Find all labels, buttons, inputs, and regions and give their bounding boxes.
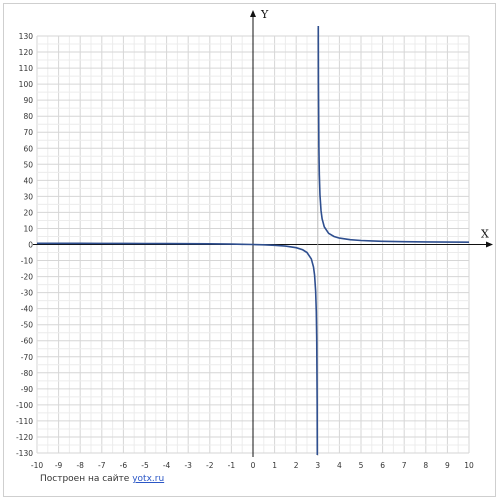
x-tick-label: -9: [55, 461, 63, 470]
x-tick-label: 4: [337, 461, 342, 470]
y-tick-label: -40: [21, 305, 33, 314]
y-tick-label: 110: [19, 64, 34, 73]
x-tick-label: 6: [380, 461, 385, 470]
x-axis-arrow: [486, 241, 493, 248]
y-tick-label: 120: [19, 48, 34, 57]
y-axis-arrow: [250, 10, 256, 17]
y-tick-label: -90: [21, 385, 33, 394]
x-tick-label: 8: [423, 461, 428, 470]
y-tick-label: 0: [28, 241, 33, 250]
y-tick-label: -30: [21, 289, 33, 298]
y-tick-label: -50: [21, 321, 33, 330]
y-tick-label: -70: [21, 353, 33, 362]
x-tick-label: 1: [272, 461, 277, 470]
y-tick-label: 20: [23, 208, 33, 217]
credit-footer: Построен на сайте yotx.ru: [40, 474, 164, 484]
x-tick-label: -3: [184, 461, 192, 470]
x-tick-label: -6: [120, 461, 128, 470]
y-tick-label: -110: [16, 417, 33, 426]
y-tick-label: 60: [23, 144, 33, 153]
credit-text: Построен на сайте: [40, 474, 130, 484]
x-axis-label: X: [481, 228, 489, 241]
x-tick-label: -7: [98, 461, 106, 470]
y-tick-label: -100: [16, 401, 33, 410]
x-tick-label: 3: [315, 461, 320, 470]
y-tick-label: 130: [19, 32, 34, 41]
curve-branch-2: [317, 26, 469, 244]
curve-branch-1: [37, 242, 319, 455]
x-tick-label: 9: [445, 461, 450, 470]
x-tick-label: -2: [206, 461, 214, 470]
x-tick-label: -10: [31, 461, 43, 470]
chart-frame: [3, 3, 496, 497]
x-tick-label: 2: [294, 461, 299, 470]
x-tick-label: 0: [251, 461, 256, 470]
y-tick-label: 90: [23, 96, 33, 105]
x-tick-label: 7: [402, 461, 407, 470]
y-tick-label: -10: [21, 257, 33, 266]
y-tick-label: 40: [23, 176, 33, 185]
y-tick-label: 30: [23, 192, 33, 201]
x-tick-label: 10: [464, 461, 474, 470]
y-tick-label: -20: [21, 273, 33, 282]
y-tick-label: 10: [23, 224, 33, 233]
y-axis-label: Y: [260, 8, 269, 21]
credit-link[interactable]: yotx.ru: [132, 474, 165, 484]
y-tick-label: 70: [23, 128, 33, 137]
y-tick-label: 50: [23, 160, 33, 169]
y-tick-label: -130: [16, 449, 33, 458]
y-tick-label: 80: [23, 112, 33, 121]
x-tick-label: 5: [359, 461, 364, 470]
x-tick-label: -4: [163, 461, 171, 470]
y-tick-label: -80: [21, 369, 33, 378]
x-tick-label: -5: [141, 461, 149, 470]
y-tick-label: -120: [16, 433, 33, 442]
y-tick-label: -60: [21, 337, 33, 346]
x-tick-label: -1: [228, 461, 236, 470]
y-tick-label: 100: [19, 80, 34, 89]
x-tick-label: -8: [76, 461, 84, 470]
